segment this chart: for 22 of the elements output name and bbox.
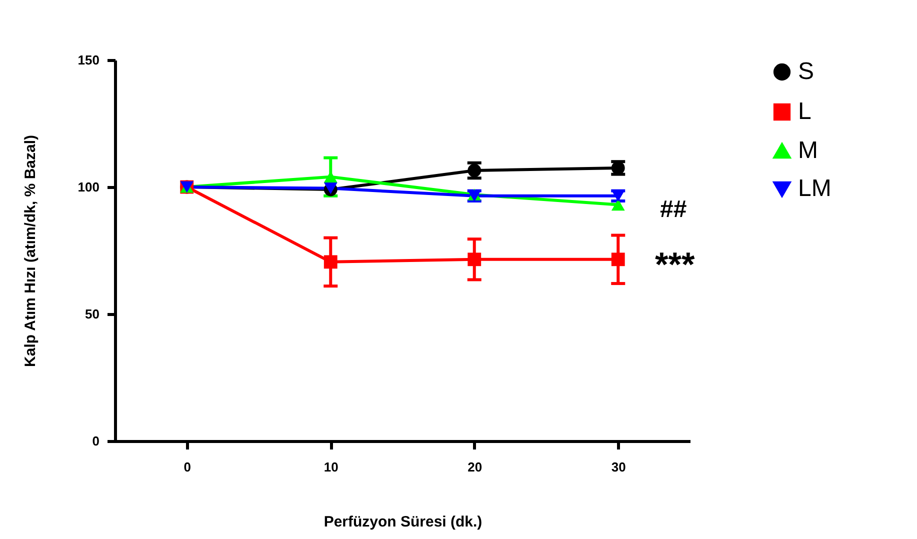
point xyxy=(611,252,625,266)
y-tick-label: 150 xyxy=(78,52,100,68)
annotation: ## xyxy=(660,196,687,223)
y-axis-title: Kalp Atım Hızı (atım/dk, % Bazal) xyxy=(22,135,39,367)
point xyxy=(468,164,482,178)
legend-label: L xyxy=(798,98,812,125)
legend-label: LM xyxy=(798,175,832,202)
x-tick-label: 20 xyxy=(468,460,482,474)
x-tick-label: 10 xyxy=(324,460,338,474)
x-tick-label: 30 xyxy=(611,460,626,474)
y-tick-label: 50 xyxy=(85,306,100,322)
point xyxy=(468,252,482,266)
y-tick-label: 0 xyxy=(92,434,100,448)
point xyxy=(611,198,625,211)
annotation: *** xyxy=(655,246,696,284)
point xyxy=(324,171,338,183)
x-tick-label: 0 xyxy=(184,460,191,474)
y-tick-label: 100 xyxy=(78,180,100,194)
x-axis-title: Perfüzyon Süresi (dk.) xyxy=(324,514,482,530)
point xyxy=(324,255,338,269)
legend-label: M xyxy=(798,137,818,164)
legend-label: S xyxy=(798,58,814,85)
